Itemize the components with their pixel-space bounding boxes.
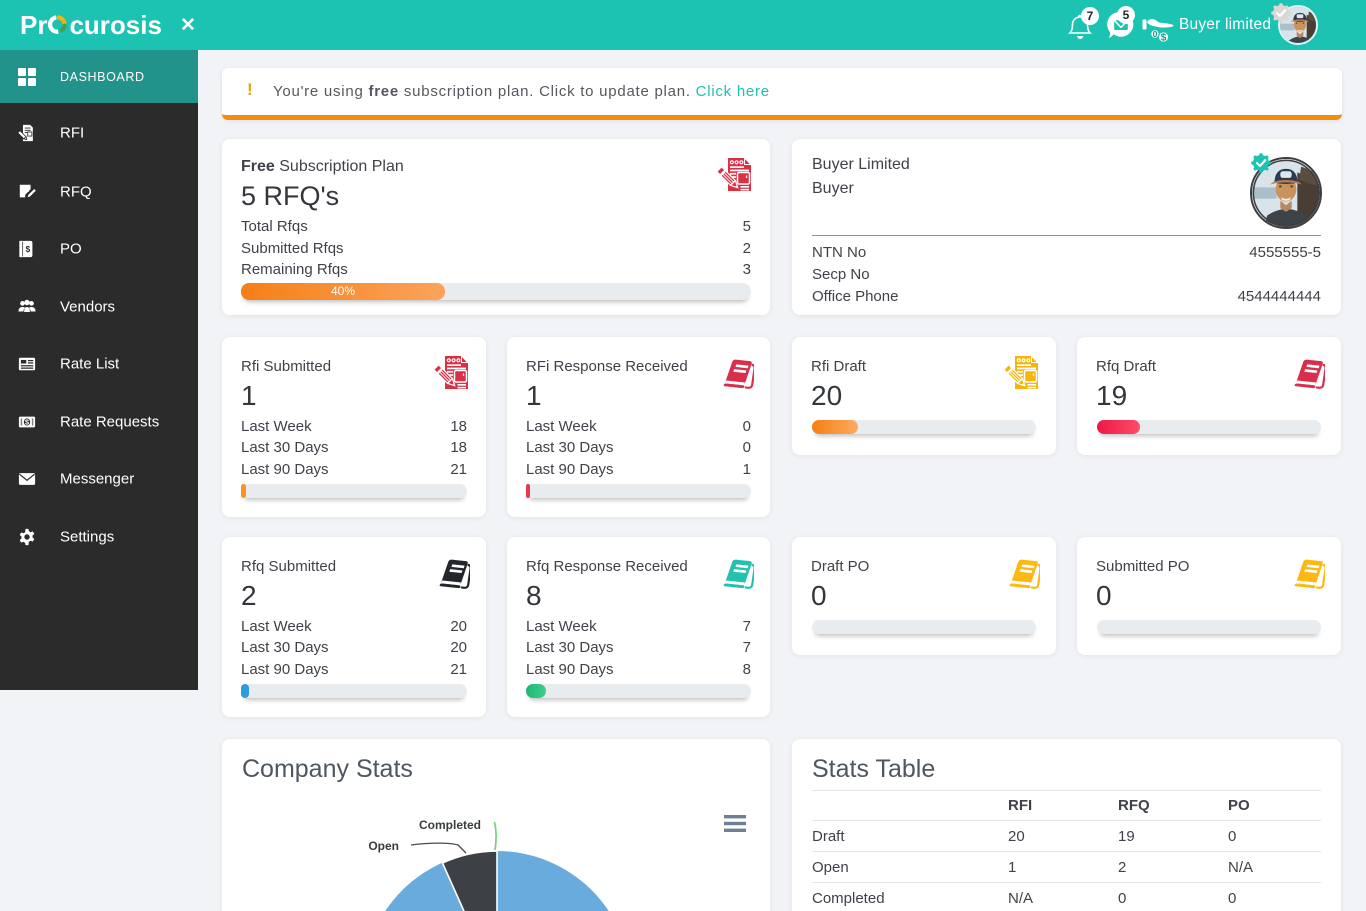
svg-text:$: $ <box>1161 33 1167 43</box>
svg-text:0: 0 <box>1153 29 1158 39</box>
svg-text:Open: Open <box>368 839 399 853</box>
svg-text:$: $ <box>26 245 31 254</box>
svg-text:Completed: Completed <box>419 818 481 832</box>
svg-text:$: $ <box>25 417 29 426</box>
